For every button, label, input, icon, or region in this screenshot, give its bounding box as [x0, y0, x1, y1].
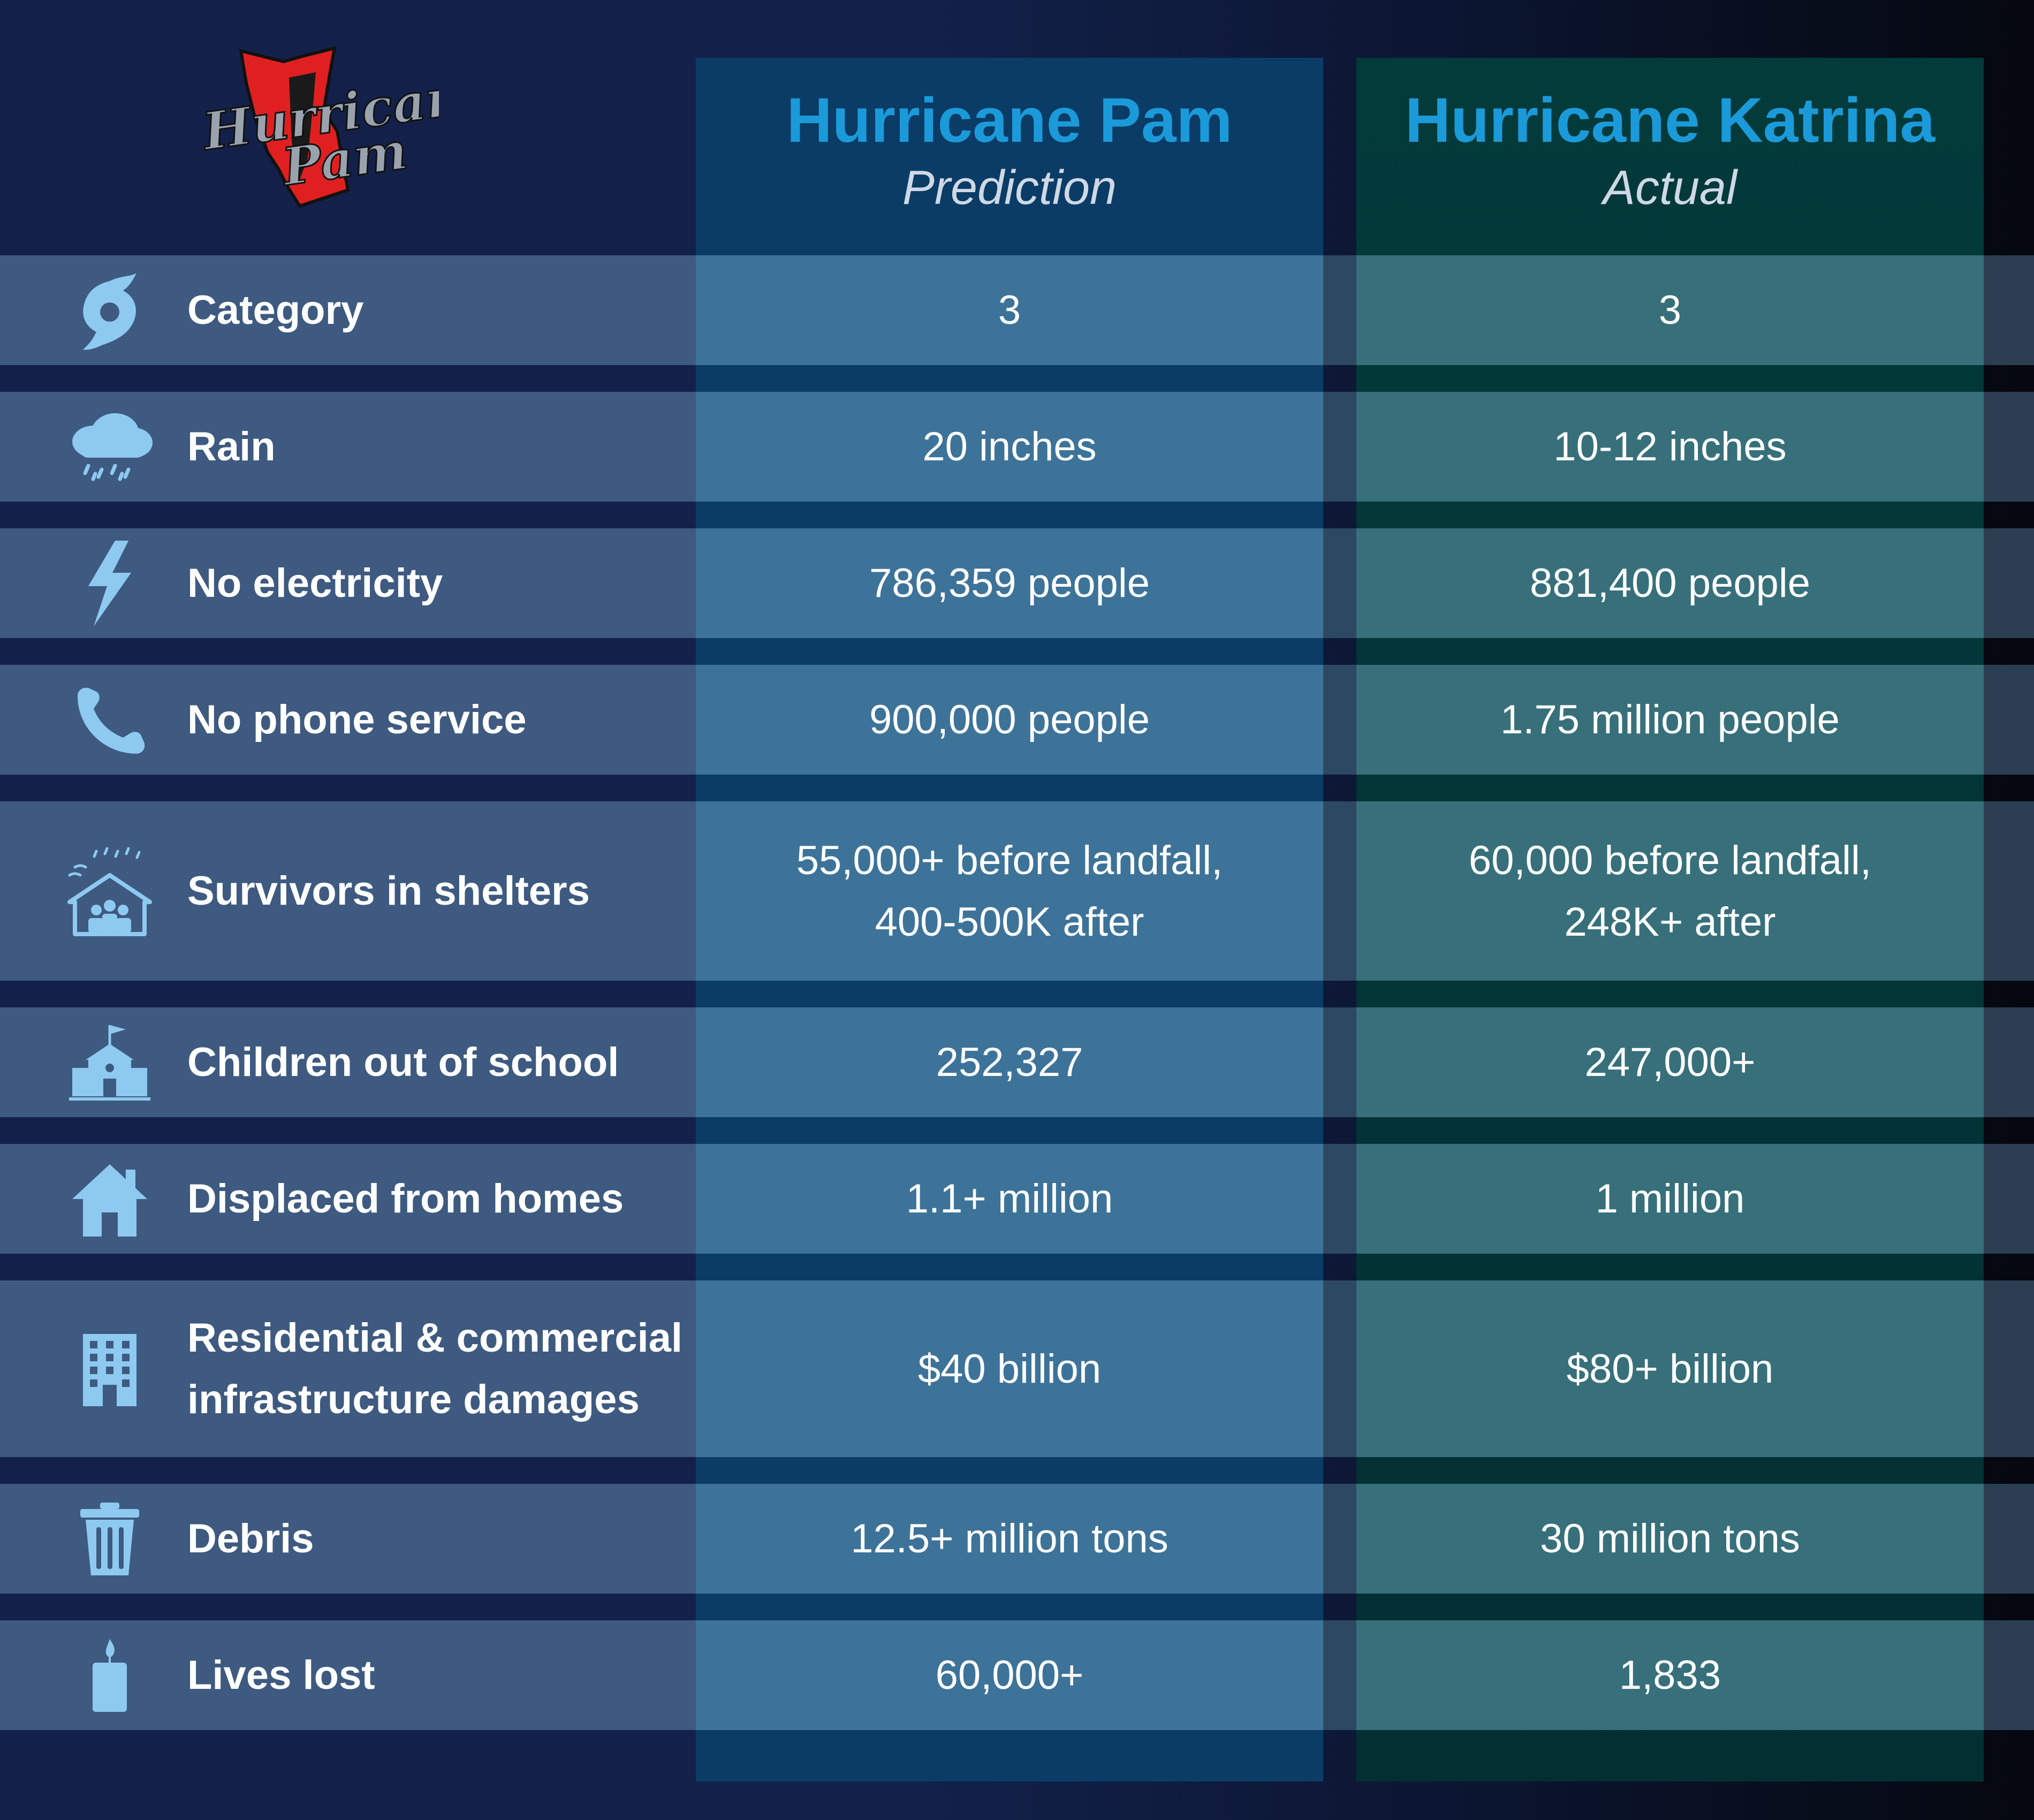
row-debris: Debris 12.5+ million tons 30 million ton… — [0, 1484, 2034, 1594]
row-label: Debris — [187, 1516, 314, 1561]
row-label: Category — [187, 287, 364, 333]
katrina-value: 60,000 before landfall, 248K+ after — [1356, 801, 1984, 981]
katrina-value: 10-12 inches — [1553, 424, 1787, 469]
trash-can-icon — [59, 1484, 161, 1594]
row-label: Rain — [187, 424, 276, 469]
row-label-line1: Residential & commercial — [187, 1315, 683, 1361]
katrina-value: 1.75 million people — [1500, 697, 1840, 742]
phone-icon — [59, 665, 161, 775]
row-category: Category 3 3 — [0, 255, 2034, 365]
house-icon — [59, 1144, 161, 1254]
pam-value: 252,327 — [936, 1040, 1083, 1085]
candle-icon — [59, 1620, 161, 1730]
hurricane-pam-logo: Hurricane Pam — [197, 46, 439, 208]
pam-column-header: Hurricane Pam Prediction — [696, 86, 1323, 217]
row-label-line2: infrastructure damages — [187, 1377, 640, 1422]
pam-value: $40 billion — [917, 1346, 1102, 1392]
row-children-out-of-school: Children out of school 252,327 247,000+ — [0, 1007, 2034, 1117]
row-label: Children out of school — [187, 1040, 619, 1085]
katrina-column-subtitle: Actual — [1603, 161, 1737, 215]
row-label: Displaced from homes — [187, 1176, 624, 1222]
building-icon — [59, 1280, 161, 1457]
katrina-column-header: Hurricane Katrina Actual — [1356, 86, 1984, 217]
pam-value: 12.5+ million tons — [851, 1516, 1168, 1561]
pam-value: 60,000+ — [935, 1652, 1084, 1698]
pam-value: 900,000 people — [869, 697, 1150, 742]
pam-value-line1: 55,000+ before landfall, — [796, 837, 1223, 883]
school-icon — [59, 1007, 161, 1117]
rain-cloud-icon — [59, 392, 161, 502]
row-label: Residential & commercial infrastructure … — [187, 1280, 690, 1457]
katrina-value: 247,000+ — [1584, 1040, 1756, 1085]
row-label: Survivors in shelters — [187, 868, 590, 914]
pam-value-line2: 400-500K after — [875, 899, 1144, 945]
katrina-value: 30 million tons — [1540, 1516, 1800, 1561]
pam-value: 3 — [998, 287, 1021, 333]
row-displaced-from-homes: Displaced from homes 1.1+ million 1 mill… — [0, 1144, 2034, 1254]
shelter-icon — [59, 801, 161, 981]
pam-value: 1.1+ million — [906, 1176, 1113, 1222]
katrina-value: 1,833 — [1619, 1652, 1721, 1698]
katrina-value-line1: 60,000 before landfall, — [1468, 837, 1872, 883]
row-rain: Rain 20 inches 10-12 inches — [0, 392, 2034, 502]
row-label: No electricity — [187, 560, 443, 606]
row-no-phone-service: No phone service 900,000 people 1.75 mil… — [0, 665, 2034, 775]
row-label: No phone service — [187, 697, 527, 742]
row-infrastructure-damages: Residential & commercial infrastructure … — [0, 1280, 2034, 1457]
lightning-bolt-icon — [59, 528, 161, 638]
katrina-value: 3 — [1658, 287, 1682, 333]
pam-column-subtitle: Prediction — [902, 161, 1117, 215]
pam-value: 55,000+ before landfall, 400-500K after — [696, 801, 1323, 981]
hurricane-icon — [59, 255, 161, 365]
pam-column-title: Hurricane Pam — [786, 85, 1233, 156]
katrina-column-title: Hurricane Katrina — [1405, 85, 1936, 156]
row-lives-lost: Lives lost 60,000+ 1,833 — [0, 1620, 2034, 1730]
row-label: Lives lost — [187, 1652, 375, 1698]
katrina-value: 1 million — [1595, 1176, 1745, 1222]
pam-value: 20 inches — [922, 424, 1097, 469]
katrina-value: $80+ billion — [1566, 1346, 1774, 1392]
pam-value: 786,359 people — [869, 560, 1150, 606]
katrina-value: 881,400 people — [1529, 560, 1811, 606]
row-no-electricity: No electricity 786,359 people 881,400 pe… — [0, 528, 2034, 638]
row-survivors-in-shelters: Survivors in shelters 55,000+ before lan… — [0, 801, 2034, 981]
katrina-value-line2: 248K+ after — [1564, 899, 1776, 945]
